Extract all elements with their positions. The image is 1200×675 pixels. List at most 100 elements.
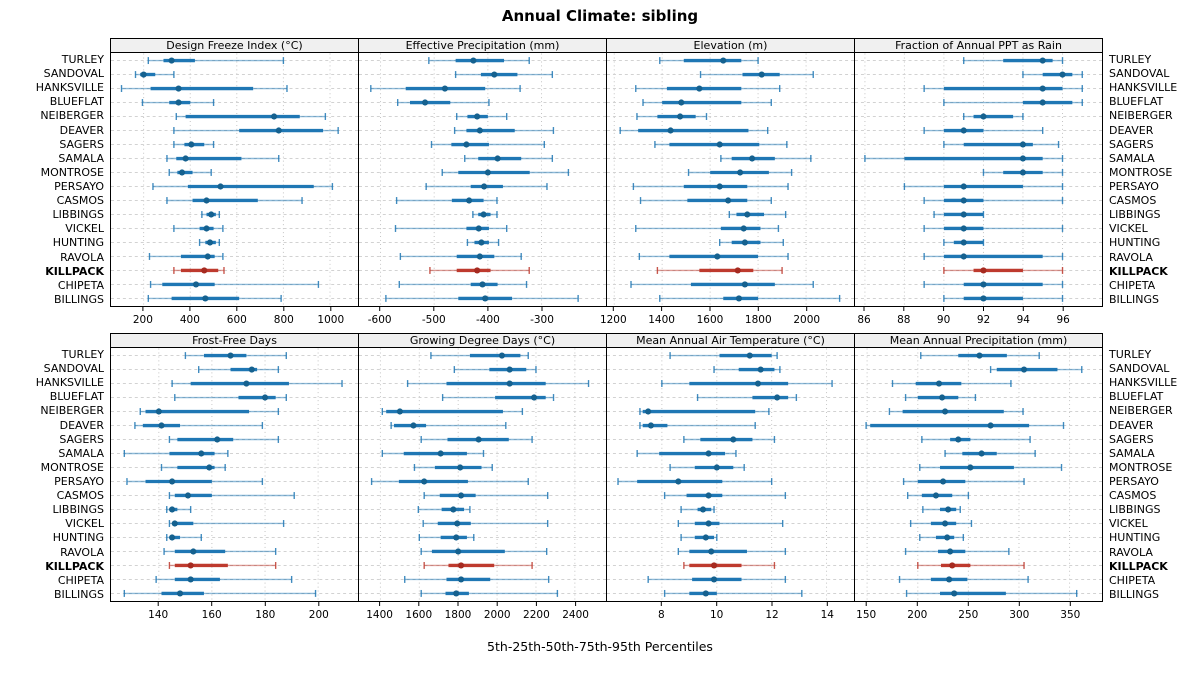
station-labels-top-right: TURLEY SANDOVAL HANKSVILLE BLUEFLAT NEIBERGE… [1109,53,1199,307]
station-label-persayo: PERSAYO [54,474,104,488]
station-label-hunting: HUNTING [1109,236,1161,250]
station-label-deaver: DEAVER [59,123,104,137]
svg-text:94: 94 [1017,314,1031,326]
panel-design-freeze-index-c: Design Freeze Index (°C) 200 400 600 800 1000 [110,38,359,329]
panel-fraction-of-annual-ppt-as-rain: Fraction of Annual PPT as Rain 86 88 90 92 94… [854,38,1103,329]
panel-axis-fraction-of-annual-ppt-as-rain: 86 88 90 92 94 96 [857,307,1071,326]
station-label-montrose: MONTROSE [40,165,104,179]
station-label-chipeta: CHIPETA [1109,278,1156,292]
station-label-neiberger: NEIBERGER [1109,109,1173,123]
station-label-montrose: MONTROSE [1109,165,1173,179]
svg-text:96: 96 [1057,314,1071,326]
panel-elevation-m: Elevation (m) 1200 1400 1600 1800 2000 [600,38,855,329]
station-label-vickel: VICKEL [65,222,104,236]
station-label-libbings: LIBBINGS [1109,208,1161,222]
station-label-blueflat: BLUEFLAT [49,390,104,404]
station-label-sagers: SAGERS [1109,137,1154,151]
station-label-turley: TURLEY [61,348,104,361]
svg-text:12: 12 [765,609,778,621]
station-label-blueflat: BLUEFLAT [49,95,104,109]
station-label-deaver: DEAVER [1109,418,1154,432]
station-label-sagers: SAGERS [59,432,104,446]
panel-plot-mean-annual-precipitation-mm [854,348,1103,602]
svg-text:140: 140 [148,609,168,621]
panel-effective-precipitation-mm: Effective Precipitation (mm) -600 -500 -400… [358,38,607,329]
svg-text:2000: 2000 [484,609,511,621]
station-label-billings: BILLINGS [1109,587,1160,601]
station-label-libbings: LIBBINGS [52,208,104,222]
svg-text:10: 10 [710,609,723,621]
svg-text:14: 14 [821,609,835,621]
station-label-casmos: CASMOS [56,194,104,208]
station-label-hanksville: HANKSVILLE [35,376,104,390]
station-label-sandoval: SANDOVAL [43,67,104,81]
station-label-hunting: HUNTING [52,236,104,250]
station-label-chipeta: CHIPETA [57,278,104,292]
station-label-samala: SAMALA [1109,151,1155,165]
station-label-turley: TURLEY [1109,53,1152,66]
station-label-vickel: VICKEL [1109,222,1148,236]
panel-frost-free-days: Frost-Free Days 140 160 180 200 [110,333,359,624]
svg-text:92: 92 [977,314,990,326]
svg-text:1200: 1200 [600,314,627,326]
chart-title: Annual Climate: sibling [501,7,699,25]
panel-header-growing-degree-days-c: Growing Degree Days (°C) [358,333,607,348]
panel-header-design-freeze-index-c: Design Freeze Index (°C) [110,38,359,53]
svg-text:2000: 2000 [793,314,820,326]
svg-text:150: 150 [856,609,876,621]
svg-text:200: 200 [907,609,927,621]
panel-axis-growing-degree-days-c: 1400 1600 1800 2000 2200 2400 [366,602,589,621]
station-label-billings: BILLINGS [53,587,104,601]
panel-axis-elevation-m: 1200 1400 1600 1800 2000 [600,307,820,326]
panel-plot-fraction-of-annual-ppt-as-rain [854,53,1103,307]
svg-text:1800: 1800 [745,314,772,326]
station-label-chipeta: CHIPETA [57,573,104,587]
station-label-hanksville: HANKSVILLE [1109,376,1178,390]
panel-row-bottom: TURLEY SANDOVAL HANKSVILLE BLUEFLAT NEIBERGE… [0,333,1200,625]
svg-text:88: 88 [897,314,910,326]
station-label-ravola: RAVOLA [1109,545,1153,559]
station-label-blueflat: BLUEFLAT [1109,95,1164,109]
station-label-sandoval: SANDOVAL [43,362,104,376]
station-label-hanksville: HANKSVILLE [1109,81,1178,95]
svg-text:300: 300 [1009,609,1029,621]
panel-header-mean-annual-precipitation-mm: Mean Annual Precipitation (mm) [854,333,1103,348]
panels-top: Design Freeze Index (°C) 200 400 600 800 1000… [110,38,1103,329]
panel-header-elevation-m: Elevation (m) [606,38,855,53]
panel-header-mean-annual-air-temperature-c: Mean Annual Air Temperature (°C) [606,333,855,348]
svg-text:86: 86 [857,314,871,326]
station-label-deaver: DEAVER [59,418,104,432]
station-label-montrose: MONTROSE [40,460,104,474]
svg-text:-600: -600 [368,314,392,326]
station-label-hunting: HUNTING [1109,531,1161,545]
station-labels-top-left: TURLEY SANDOVAL HANKSVILLE BLUEFLAT NEIBERGE… [0,53,104,307]
svg-text:1600: 1600 [405,609,432,621]
station-label-libbings: LIBBINGS [1109,503,1161,517]
station-label-ravola: RAVOLA [60,250,104,264]
panel-row-top: TURLEY SANDOVAL HANKSVILLE BLUEFLAT NEIBERGE… [0,38,1200,330]
panel-mean-annual-precipitation-mm: Mean Annual Precipitation (mm) 150 200 250 3… [854,333,1103,624]
svg-text:180: 180 [255,609,275,621]
station-label-sandoval: SANDOVAL [1109,362,1170,376]
station-label-billings: BILLINGS [53,292,104,306]
svg-text:1600: 1600 [697,314,724,326]
panel-axis-effective-precipitation-mm: -600 -500 -400 -300 [368,307,554,326]
svg-text:200: 200 [309,609,329,621]
station-label-persayo: PERSAYO [1109,474,1159,488]
svg-text:200: 200 [133,314,153,326]
station-label-montrose: MONTROSE [1109,460,1173,474]
svg-text:250: 250 [958,609,978,621]
station-label-turley: TURLEY [1109,348,1152,361]
station-label-turley: TURLEY [61,53,104,66]
station-label-killpack: KILLPACK [45,264,104,278]
svg-text:1400: 1400 [366,609,393,621]
station-labels-bottom-left: TURLEY SANDOVAL HANKSVILLE BLUEFLAT NEIBERGE… [0,348,104,602]
svg-text:350: 350 [1060,609,1080,621]
panel-header-fraction-of-annual-ppt-as-rain: Fraction of Annual PPT as Rain [854,38,1103,53]
station-label-persayo: PERSAYO [54,179,104,193]
panel-axis-mean-annual-air-temperature-c: 8 10 12 14 [658,602,835,621]
svg-text:-500: -500 [422,314,446,326]
station-label-vickel: VICKEL [1109,517,1148,531]
station-label-hunting: HUNTING [52,531,104,545]
